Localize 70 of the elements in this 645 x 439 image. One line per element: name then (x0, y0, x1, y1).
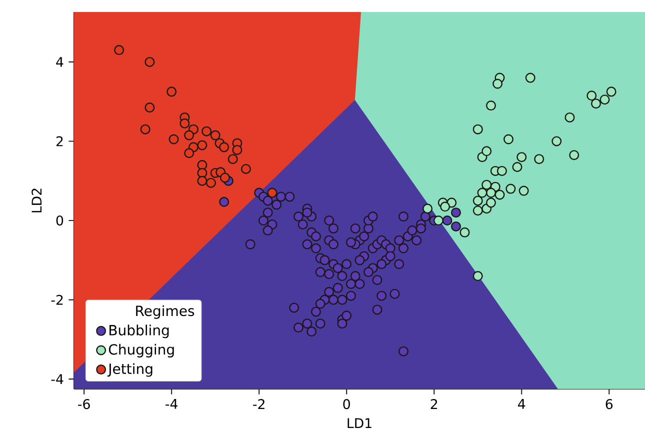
point (210, 130, 220, 140)
point (197, 176, 208, 186)
point (564, 112, 575, 122)
x-axis-title: LD1 (348, 418, 372, 428)
point (228, 154, 238, 164)
y-tick-label: 0 (56, 215, 64, 226)
point (472, 196, 483, 206)
legend-label: Jetting (107, 363, 152, 377)
point (486, 188, 496, 198)
point (496, 166, 507, 176)
point (525, 72, 536, 83)
point (202, 126, 212, 136)
point (552, 136, 562, 146)
x-tick-label: -4 (166, 399, 178, 409)
point (440, 202, 450, 212)
x-tick-label: -2 (253, 399, 264, 409)
point (600, 94, 610, 105)
point (586, 90, 597, 101)
point (144, 56, 155, 67)
point (433, 216, 444, 226)
point (477, 188, 488, 198)
point (569, 150, 580, 160)
point (206, 178, 216, 188)
y-tick-label: -4 (51, 374, 64, 384)
point (197, 168, 208, 178)
x-tick-label: 2 (430, 399, 438, 409)
legend-title: Regimes (136, 305, 194, 319)
point (219, 142, 230, 152)
point (168, 134, 179, 144)
y-tick-label: 2 (56, 136, 63, 146)
point (503, 134, 514, 144)
x-tick-label: 6 (606, 399, 613, 410)
point (518, 186, 529, 196)
x-tick-label: 4 (518, 399, 526, 409)
point (240, 164, 251, 174)
point (197, 140, 208, 150)
point (184, 148, 194, 158)
point (166, 86, 177, 97)
point (606, 86, 616, 97)
point (232, 144, 242, 155)
point (472, 124, 483, 134)
point (114, 45, 124, 56)
point (140, 124, 150, 134)
point (472, 206, 483, 216)
legend-label: Bubbling (110, 324, 169, 338)
point (482, 180, 492, 190)
point (494, 190, 505, 200)
point (144, 102, 155, 113)
x-tick-label: 0 (343, 399, 350, 410)
point (472, 271, 483, 282)
point (220, 172, 230, 183)
point (460, 227, 470, 238)
point (516, 152, 527, 162)
legend-label: Chugging (108, 344, 174, 358)
point (422, 204, 433, 214)
point (267, 188, 278, 198)
y-axis-title: LD2 (32, 188, 42, 212)
x-tick-label: -6 (78, 399, 90, 410)
point (482, 146, 492, 156)
point (506, 184, 516, 194)
y-tick-label: -2 (51, 294, 63, 305)
point (184, 130, 194, 140)
point (534, 154, 544, 164)
point (590, 98, 601, 109)
point (180, 118, 190, 128)
point (512, 162, 522, 172)
y-tick-label: 4 (56, 57, 64, 67)
point (486, 100, 496, 111)
point (492, 78, 503, 89)
point (486, 198, 496, 208)
